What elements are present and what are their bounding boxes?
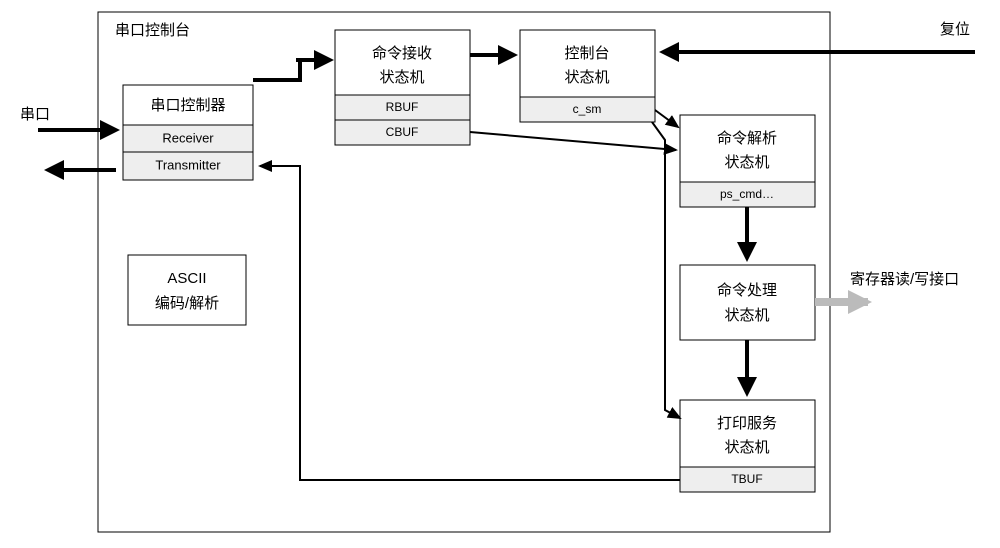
arrow-tbuf-to-tx (260, 166, 680, 480)
parse-sm-block: 命令解析 状态机 ps_cmd… (680, 115, 815, 207)
print-l1: 打印服务 (717, 415, 777, 432)
proc-sm-block: 命令处理 状态机 (680, 265, 815, 340)
ctrl-title: 串口控制器 (150, 97, 225, 114)
rx-sm-block: 命令接收 状态机 RBUF CBUF (335, 30, 470, 145)
ctrl-receiver-label: Receiver (162, 130, 214, 145)
proc-l1: 命令处理 (717, 281, 777, 299)
rx-sm-l1: 命令接收 (372, 44, 432, 62)
print-l2: 状态机 (724, 439, 769, 456)
cbuf-label: CBUF (386, 125, 419, 139)
print-sm-block: 打印服务 状态机 TBUF (680, 400, 815, 492)
ctrl-transmitter-label: Transmitter (155, 157, 221, 172)
proc-l2: 状态机 (724, 307, 769, 324)
console-sm-block: 控制台 状态机 c_sm (520, 30, 655, 122)
ext-regio-label: 寄存器读/写接口 (850, 270, 959, 288)
ext-serial-label: 串口 (20, 106, 50, 123)
elbow-rx-up (253, 60, 300, 80)
console-title: 串口控制台 (115, 22, 190, 39)
rbuf-label: RBUF (386, 100, 419, 114)
console-sm-l1: 控制台 (564, 45, 609, 62)
parse-l1: 命令解析 (717, 129, 777, 147)
diagram-root: 串口控制台 串口 串口控制器 Receiver Transmitter ASCI… (0, 0, 1000, 548)
arrow-console-to-print (652, 122, 680, 418)
rx-sm-l2: 状态机 (379, 69, 424, 86)
parse-l2: 状态机 (724, 154, 769, 171)
ascii-l2: 编码/解析 (155, 295, 219, 312)
ascii-block: ASCII 编码/解析 (128, 255, 246, 325)
console-sm-l2: 状态机 (564, 69, 609, 86)
arrow-console-to-parse (655, 110, 678, 127)
arrow-cbuf-to-parse (470, 132, 676, 150)
tbuf-label: TBUF (731, 472, 762, 486)
ascii-l1: ASCII (167, 270, 206, 287)
serial-controller-block: 串口控制器 Receiver Transmitter (123, 85, 253, 180)
ext-reset-label: 复位 (940, 20, 970, 38)
ps-cmd-label: ps_cmd… (720, 187, 774, 201)
csm-label: c_sm (573, 102, 602, 116)
